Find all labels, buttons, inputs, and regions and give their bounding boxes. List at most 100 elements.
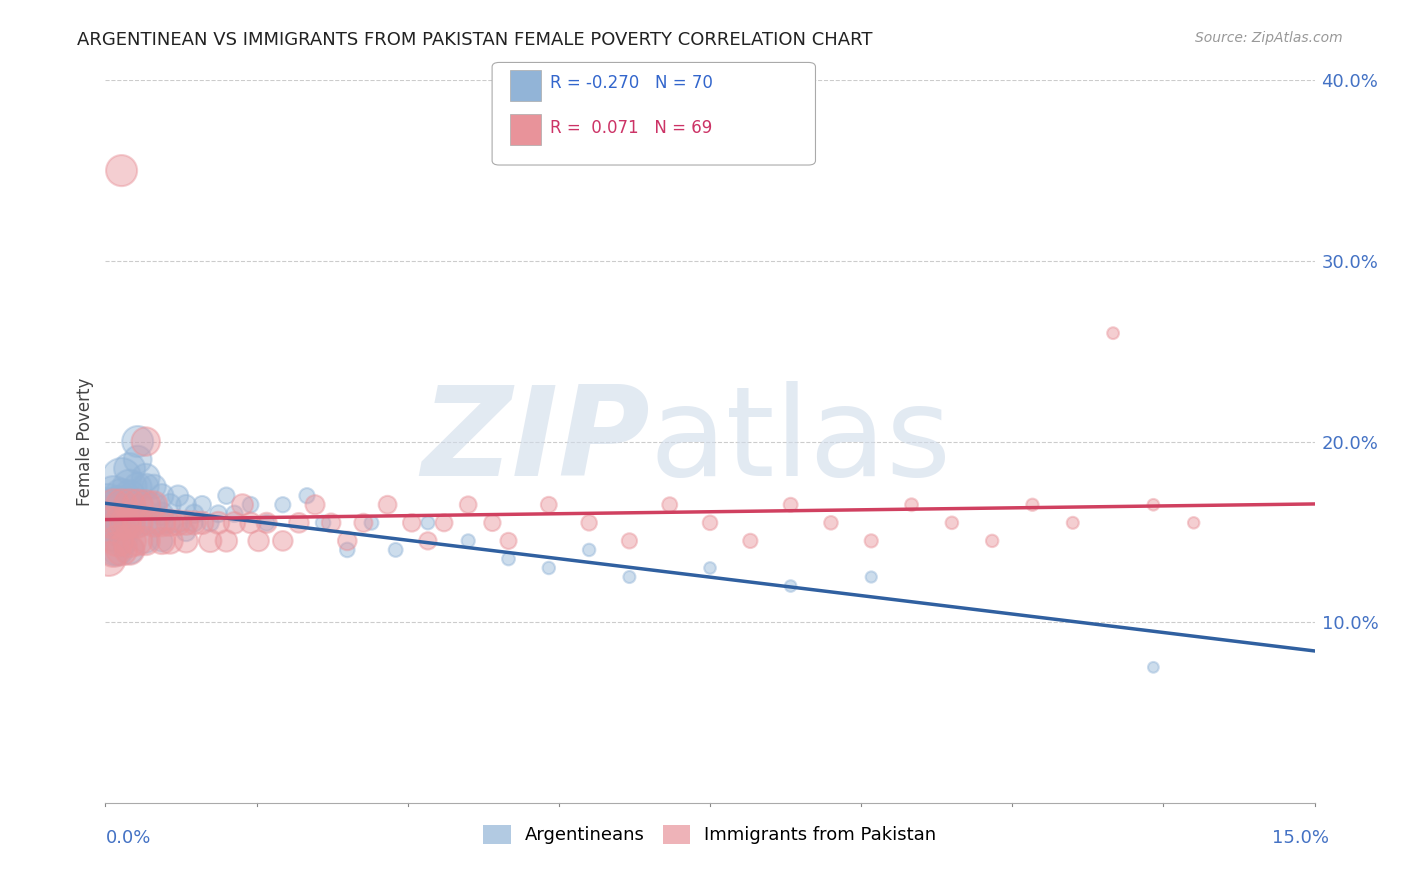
- Point: [159, 516, 181, 530]
- Point: [103, 542, 125, 557]
- Point: [118, 480, 141, 494]
- Point: [457, 533, 479, 548]
- Point: [224, 516, 246, 530]
- Point: [110, 524, 132, 539]
- Point: [127, 498, 149, 512]
- Point: [127, 498, 149, 512]
- Point: [183, 516, 205, 530]
- Point: [127, 480, 149, 494]
- Point: [1102, 326, 1125, 340]
- Point: [142, 516, 165, 530]
- Point: [360, 516, 382, 530]
- Point: [103, 507, 125, 521]
- Point: [1062, 516, 1084, 530]
- Point: [900, 498, 922, 512]
- Point: [118, 516, 141, 530]
- Y-axis label: Female Poverty: Female Poverty: [76, 377, 94, 506]
- Point: [239, 516, 262, 530]
- Point: [321, 516, 343, 530]
- Point: [498, 552, 520, 566]
- Point: [142, 480, 165, 494]
- Point: [135, 533, 157, 548]
- Point: [159, 516, 181, 530]
- Point: [110, 516, 132, 530]
- Point: [110, 163, 132, 178]
- Point: [135, 498, 157, 512]
- Point: [183, 516, 205, 530]
- Point: [207, 516, 229, 530]
- Point: [98, 516, 121, 530]
- Point: [142, 516, 165, 530]
- Point: [779, 498, 801, 512]
- Point: [103, 489, 125, 503]
- Point: [150, 507, 173, 521]
- Point: [304, 498, 326, 512]
- Point: [481, 516, 503, 530]
- Point: [118, 542, 141, 557]
- Point: [167, 516, 190, 530]
- Point: [295, 489, 318, 503]
- Point: [981, 533, 1004, 548]
- Point: [312, 516, 335, 530]
- Point: [336, 533, 359, 548]
- Text: R = -0.270   N = 70: R = -0.270 N = 70: [550, 74, 713, 92]
- Point: [820, 516, 842, 530]
- Point: [174, 524, 197, 539]
- Point: [537, 561, 560, 575]
- Point: [150, 533, 173, 548]
- Point: [224, 507, 246, 521]
- Point: [191, 516, 214, 530]
- Point: [118, 498, 141, 512]
- Point: [191, 498, 214, 512]
- Point: [215, 489, 238, 503]
- Point: [537, 498, 560, 512]
- Point: [150, 533, 173, 548]
- Point: [101, 528, 124, 542]
- Point: [740, 533, 762, 548]
- Point: [183, 507, 205, 521]
- Point: [110, 516, 132, 530]
- Point: [352, 516, 374, 530]
- Point: [150, 516, 173, 530]
- Point: [619, 570, 641, 584]
- Point: [110, 498, 132, 512]
- Point: [103, 542, 125, 557]
- Point: [578, 516, 600, 530]
- Point: [377, 498, 399, 512]
- Point: [150, 516, 173, 530]
- Point: [101, 516, 124, 530]
- Point: [97, 498, 120, 512]
- Point: [135, 498, 157, 512]
- Point: [174, 533, 197, 548]
- Point: [231, 498, 253, 512]
- Point: [860, 533, 883, 548]
- Point: [97, 552, 120, 566]
- Point: [433, 516, 456, 530]
- Point: [215, 533, 238, 548]
- Point: [127, 516, 149, 530]
- Point: [107, 533, 129, 548]
- Point: [200, 533, 222, 548]
- Point: [401, 516, 423, 530]
- Point: [127, 516, 149, 530]
- Point: [247, 533, 270, 548]
- Point: [107, 542, 129, 557]
- Point: [207, 507, 229, 521]
- Point: [384, 542, 406, 557]
- Point: [118, 542, 141, 557]
- Point: [256, 516, 278, 530]
- Point: [127, 452, 149, 467]
- Point: [110, 471, 132, 485]
- Point: [416, 516, 439, 530]
- Point: [114, 498, 136, 512]
- Point: [239, 498, 262, 512]
- Point: [416, 533, 439, 548]
- Point: [107, 498, 129, 512]
- Text: 0.0%: 0.0%: [105, 829, 150, 847]
- Point: [118, 489, 141, 503]
- Point: [142, 498, 165, 512]
- Text: R =  0.071   N = 69: R = 0.071 N = 69: [550, 119, 711, 136]
- Point: [1021, 498, 1043, 512]
- Text: atlas: atlas: [650, 381, 952, 502]
- Point: [127, 434, 149, 449]
